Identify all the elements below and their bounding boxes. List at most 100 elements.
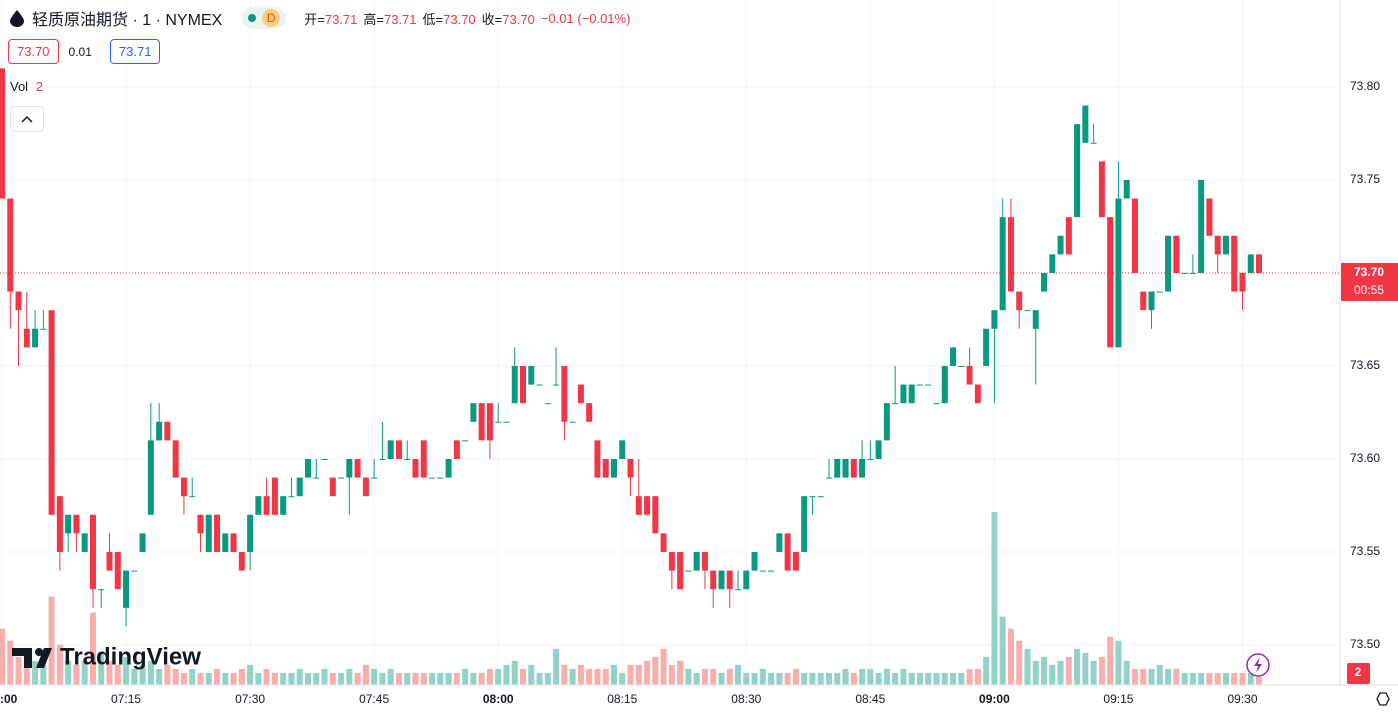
volume-bar (586, 668, 593, 685)
candle-body (908, 384, 915, 404)
volume-bar (1041, 656, 1048, 685)
volume-bar (98, 652, 105, 685)
volume-bar (486, 668, 493, 685)
candle-body (850, 458, 857, 478)
volume-bar (7, 640, 14, 685)
lightning-icon[interactable] (1246, 653, 1270, 677)
volume-bar (792, 668, 799, 685)
volume-bar (602, 668, 609, 685)
candle-body (0, 68, 5, 199)
volume-bar (528, 664, 535, 685)
icon-bolt[interactable] (1254, 657, 1262, 673)
volume-bar (139, 664, 146, 685)
volume-bar (1065, 656, 1072, 685)
volume-bar (131, 668, 138, 685)
volume-bar (1156, 664, 1163, 685)
candle-body (660, 533, 667, 552)
volume-bar (1189, 672, 1196, 685)
candle-body (635, 496, 642, 515)
volume-bar (147, 660, 154, 685)
x-tick-label: 08:15 (607, 692, 637, 706)
candle-body (619, 440, 626, 459)
candle-body (842, 458, 849, 478)
volume-bar (900, 668, 907, 685)
candle-body (395, 440, 402, 459)
volume-bar (685, 668, 692, 685)
volume-bar (875, 672, 882, 685)
volume-bar (610, 664, 617, 685)
candle-body (677, 551, 684, 590)
collapse-button[interactable] (10, 106, 44, 132)
candle-body (214, 514, 221, 552)
volume-bar (892, 672, 899, 685)
volume-bar (197, 672, 204, 685)
ohlc-value: 73.70 (443, 11, 476, 27)
candle-body (520, 365, 527, 404)
volume-bar (65, 660, 72, 685)
candle-body (1057, 235, 1064, 255)
candle-body (693, 551, 700, 571)
candle-body (412, 458, 419, 478)
chevron[interactable] (11, 107, 43, 131)
candle-body (263, 496, 270, 515)
bid[interactable]: 73.70 (8, 39, 59, 64)
candle-body (429, 477, 436, 479)
candle-body (56, 496, 63, 552)
volume-bar (776, 672, 783, 685)
candle-body (933, 403, 940, 405)
candle-body (553, 384, 560, 386)
volume-bar (1165, 668, 1172, 685)
candle-body (180, 477, 187, 497)
candle-body (916, 384, 923, 386)
candle-body (1181, 272, 1188, 274)
volume-bar (123, 656, 130, 685)
candle-body (89, 514, 96, 590)
ask[interactable]: 73.71 (109, 39, 161, 64)
candle-body (73, 514, 80, 534)
volume-bar (395, 672, 402, 685)
candle-body (387, 440, 394, 459)
candle-body (1065, 217, 1072, 255)
candle-body (123, 570, 130, 608)
candle-body (1173, 235, 1180, 273)
candle-body (486, 403, 493, 441)
quote-row: 73.70 0.01 73.71 (8, 39, 161, 64)
candle-body (205, 514, 212, 552)
countdown: 00:55 (1354, 283, 1384, 297)
volume-bar (991, 512, 998, 685)
logo-dot (35, 648, 43, 656)
volume-bar (1206, 672, 1213, 685)
candle-body (1131, 198, 1138, 273)
symbol[interactable]: 轻质原油期货 · 1 · NYMEX (32, 12, 223, 29)
volume-bar (1148, 668, 1155, 685)
status-pill[interactable]: D (242, 7, 287, 29)
volume-bar (925, 672, 932, 685)
volume-bar (1115, 640, 1122, 685)
volume-bar (1231, 672, 1238, 685)
candle-body (139, 533, 146, 552)
ohlc-value: 73.71 (324, 11, 358, 27)
volume-bar (321, 668, 328, 685)
volume-bar (751, 672, 758, 685)
volume-bar (1214, 672, 1221, 685)
volume-bar (503, 664, 510, 685)
volume-bar (48, 596, 55, 685)
candle-body (238, 551, 245, 571)
volume-bar (56, 644, 63, 685)
candle-body (222, 533, 229, 552)
x-tick-label: 07:45 (359, 692, 389, 706)
settings-icon[interactable] (1376, 692, 1390, 706)
volume-bar (114, 664, 121, 685)
volume-bar (726, 668, 733, 685)
volume-bar (1090, 660, 1097, 685)
volume-bar (577, 664, 584, 685)
candle-body (470, 403, 477, 422)
tradingview-logo: TradingView (12, 643, 201, 670)
badge: D (262, 9, 281, 27)
volume-bar (379, 672, 386, 685)
candle-body (726, 570, 733, 590)
candle-body (784, 533, 791, 571)
x-tick-label: 07:30 (235, 692, 265, 706)
candle-body (288, 496, 295, 498)
candle-body (759, 570, 766, 572)
